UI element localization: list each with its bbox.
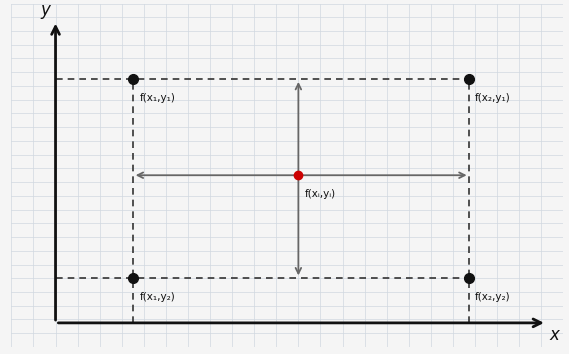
Text: f(x₁,y₂): f(x₁,y₂) bbox=[139, 292, 175, 302]
Text: f(xᵢ,yᵢ): f(xᵢ,yᵢ) bbox=[305, 189, 336, 199]
Text: f(x₁,y₁): f(x₁,y₁) bbox=[139, 93, 175, 103]
Text: x: x bbox=[550, 326, 559, 344]
Text: f(x₂,y₁): f(x₂,y₁) bbox=[475, 93, 511, 103]
Text: f(x₂,y₂): f(x₂,y₂) bbox=[475, 292, 510, 302]
Text: y: y bbox=[40, 1, 50, 19]
